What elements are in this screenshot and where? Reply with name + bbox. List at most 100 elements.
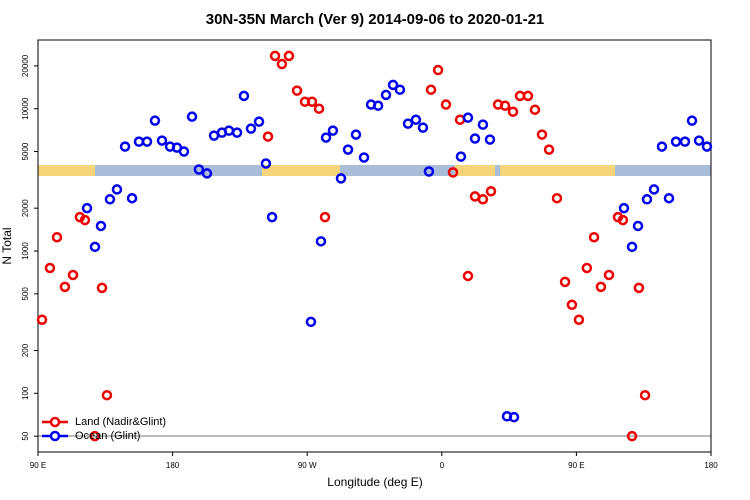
point xyxy=(223,125,235,136)
point xyxy=(358,152,370,163)
point xyxy=(484,134,496,145)
point xyxy=(126,192,138,204)
point xyxy=(573,314,585,325)
x-tick-label: 180 xyxy=(166,461,180,470)
point xyxy=(402,118,414,129)
y-tick-label: 1000 xyxy=(21,242,30,260)
point xyxy=(81,202,93,214)
point xyxy=(149,115,161,126)
y-tick-label: 50 xyxy=(21,431,30,440)
point xyxy=(588,231,600,243)
land-band xyxy=(38,165,95,176)
x-tick-label: 90 W xyxy=(298,461,317,470)
point xyxy=(245,123,257,134)
y-tick-label: 10000 xyxy=(21,97,30,120)
point xyxy=(417,122,429,133)
point xyxy=(626,430,638,442)
legend-marker xyxy=(49,430,61,442)
y-tick-label: 20000 xyxy=(21,54,30,77)
point xyxy=(327,125,339,136)
x-tick-label: 90 E xyxy=(568,461,584,470)
point xyxy=(543,144,555,155)
point xyxy=(663,192,675,204)
point xyxy=(44,262,56,274)
point xyxy=(440,99,452,110)
point xyxy=(423,166,435,177)
point xyxy=(313,103,325,114)
point xyxy=(485,186,497,197)
point xyxy=(96,282,108,294)
point xyxy=(372,100,384,111)
legend-label: Land (Nadir&Glint) xyxy=(75,416,166,428)
point xyxy=(111,184,123,195)
point xyxy=(581,262,593,274)
point xyxy=(617,214,629,226)
point xyxy=(641,194,653,205)
point xyxy=(632,220,644,232)
point xyxy=(89,430,101,442)
point xyxy=(95,220,107,232)
point xyxy=(701,141,713,152)
point xyxy=(342,144,354,155)
point xyxy=(291,85,303,96)
point xyxy=(156,135,168,146)
point xyxy=(670,136,682,147)
point xyxy=(686,115,698,126)
point xyxy=(626,241,638,253)
point xyxy=(522,90,534,102)
point xyxy=(283,50,295,62)
point xyxy=(603,269,615,281)
x-tick-label: 90 E xyxy=(30,461,46,470)
point xyxy=(276,58,288,70)
point xyxy=(639,389,651,401)
x-tick-label: 180 xyxy=(704,461,718,470)
y-tick-label: 2000 xyxy=(21,199,30,217)
point xyxy=(186,111,198,122)
point xyxy=(306,96,318,107)
plot-frame xyxy=(37,39,712,453)
land-band xyxy=(262,165,340,176)
point xyxy=(262,131,274,142)
point xyxy=(618,202,630,214)
point xyxy=(193,164,205,175)
point xyxy=(455,151,467,162)
point xyxy=(447,167,459,178)
point xyxy=(320,132,332,143)
legend-label: Ocean (Glint) xyxy=(75,430,140,442)
point xyxy=(462,112,474,123)
point xyxy=(319,211,331,223)
point xyxy=(133,136,145,147)
point xyxy=(477,194,489,205)
point xyxy=(260,158,272,169)
point xyxy=(432,64,444,76)
point xyxy=(425,84,437,95)
point xyxy=(253,116,265,127)
point xyxy=(462,270,474,282)
y-axis-label: N Total xyxy=(0,227,14,264)
point xyxy=(269,50,281,62)
point xyxy=(536,129,548,140)
point xyxy=(648,184,660,195)
point xyxy=(551,192,563,204)
point xyxy=(59,281,71,293)
point xyxy=(507,106,519,117)
x-tick-label: 0 xyxy=(440,461,445,470)
point xyxy=(178,146,190,157)
ocean-band xyxy=(38,165,711,176)
point xyxy=(104,194,116,205)
point xyxy=(335,173,347,184)
point xyxy=(101,389,113,401)
land-band xyxy=(500,165,615,176)
point xyxy=(79,214,91,226)
legend-marker xyxy=(49,416,61,428)
point xyxy=(201,168,213,179)
point xyxy=(477,119,489,130)
point xyxy=(89,241,101,253)
point xyxy=(679,136,691,147)
point xyxy=(595,281,607,293)
point xyxy=(559,276,571,288)
point xyxy=(394,84,406,95)
point xyxy=(387,79,399,91)
point xyxy=(656,141,668,152)
